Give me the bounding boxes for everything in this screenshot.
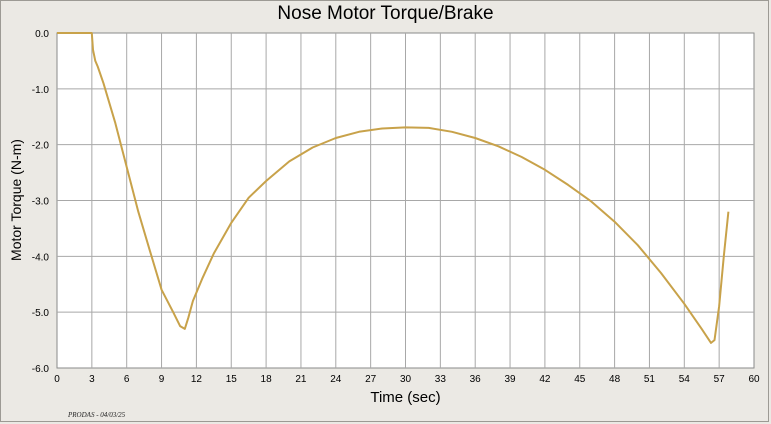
y-tick-label: -2.0 [32,141,50,152]
x-tick-label: 3 [89,374,95,385]
footer-note: PRODAS - 04/03/25 [68,411,126,419]
x-axis-label: Time (sec) [370,389,441,406]
x-tick-label: 33 [435,374,447,385]
series-line [57,32,730,344]
y-tick-label: -3.0 [32,197,50,208]
y-axis-label: Motor Torque (N-m) [8,139,24,261]
x-tick-label: 21 [295,374,307,385]
y-tick-label: -6.0 [32,364,50,375]
x-tick-label: 0 [54,374,60,385]
x-tick-label: 57 [714,374,726,385]
x-tick-label: 15 [226,374,238,385]
x-tick-label: 27 [365,374,377,385]
x-tick-label: 51 [644,374,656,385]
y-tick-label: -5.0 [32,308,50,319]
x-tick-label: 45 [574,374,586,385]
y-tick-label: -4.0 [32,252,50,263]
x-tick-label: 30 [400,374,412,385]
series-layer [57,32,730,344]
x-tick-label: 39 [504,374,516,385]
x-tick-label: 24 [330,374,342,385]
x-tick-label: 9 [159,374,165,385]
chart-title: Nose Motor Torque/Brake [277,3,494,24]
x-tick-label: 54 [679,374,691,385]
x-tick-label: 12 [191,374,203,385]
x-tick-label: 6 [124,374,130,385]
y-tick-label: -1.0 [32,85,50,96]
y-tick-label: 0.0 [35,29,49,40]
x-tick-label: 60 [748,374,760,385]
x-tick-label: 48 [609,374,621,385]
x-tick-label: 36 [470,374,482,385]
x-tick-label: 42 [539,374,551,385]
x-tick-label: 18 [261,374,273,385]
tick-labels: 0 3 6 9 12 15 18 21 24 27 30 33 36 39 42 45 48 51 54 57 600.… [32,29,760,385]
grid-lines [57,33,754,368]
